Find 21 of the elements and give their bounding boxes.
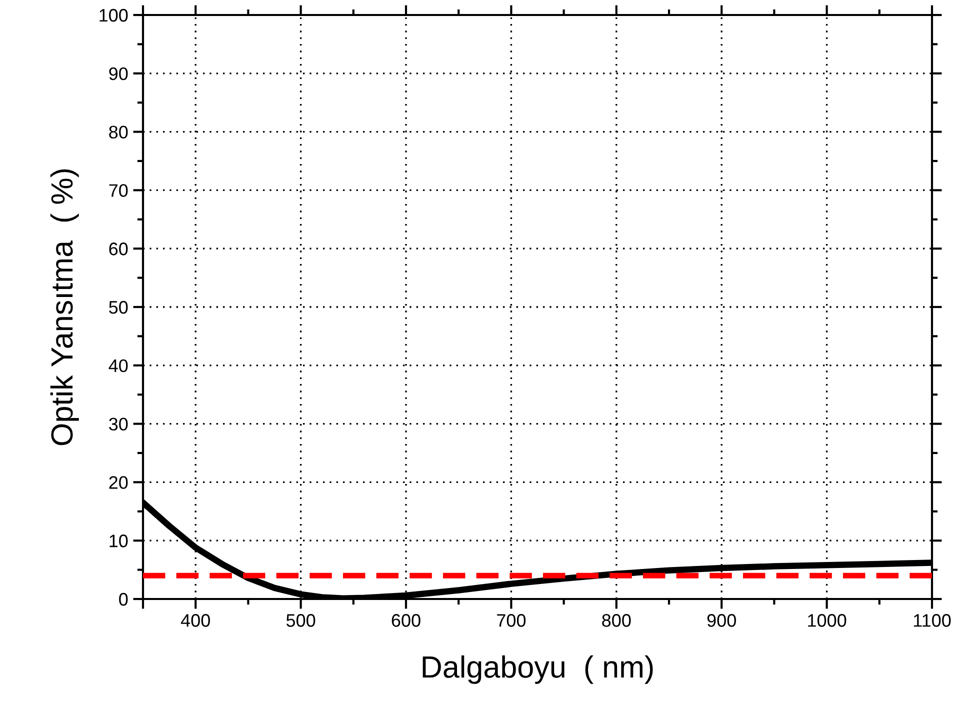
x-tick-label: 900: [707, 614, 736, 627]
x-tick-label: 400: [180, 614, 210, 627]
x-tick-label: 700: [497, 614, 526, 627]
y-tick-label: 10: [110, 534, 128, 548]
x-tick-label: 800: [602, 614, 631, 627]
y-tick-label: 20: [109, 476, 128, 489]
y-tick-label: 60: [109, 242, 128, 256]
y-tick-label: 80: [109, 126, 128, 139]
y-tick-label: 0: [119, 592, 128, 606]
y-tick-label: 100: [100, 8, 128, 22]
y-tick-label: 30: [109, 418, 128, 431]
y-tick-label: 90: [109, 67, 128, 80]
y-tick-label: 50: [109, 300, 128, 314]
y-axis-title: Optik Yansıtma ( %): [50, 169, 79, 446]
x-axis-title: Dalgaboyu ( nm): [422, 655, 653, 684]
x-tick-label: 1100: [914, 614, 951, 627]
x-tick-label: 600: [392, 614, 420, 627]
x-tick-label: 1000: [808, 614, 846, 627]
y-tick-label: 70: [109, 184, 128, 197]
x-tick-label: 500: [286, 614, 316, 627]
y-tick-label: 40: [108, 359, 128, 372]
